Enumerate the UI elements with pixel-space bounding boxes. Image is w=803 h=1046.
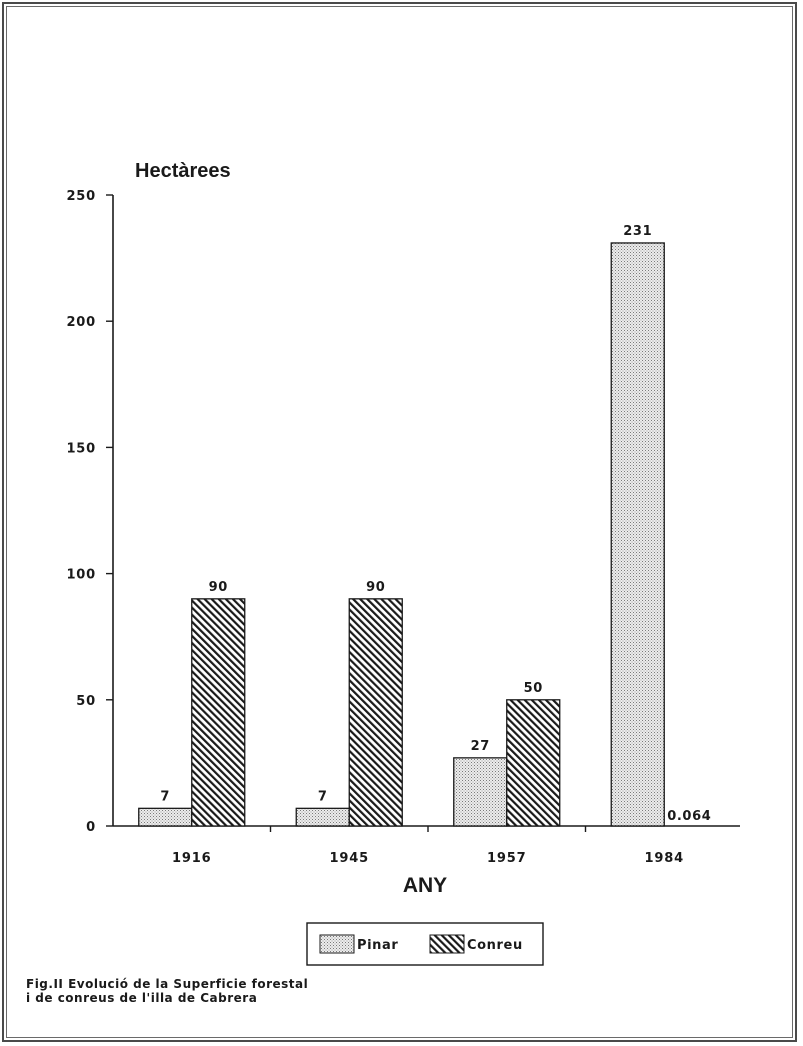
x-tick-label: 1945 — [330, 851, 369, 866]
x-axis-label: ANY — [403, 874, 447, 897]
data-label-conreu-1957: 50 — [524, 681, 543, 696]
data-label-conreu-1984: 0.064 — [667, 809, 711, 824]
legend: Pinar Conreu — [306, 922, 544, 966]
data-label-conreu-1945: 90 — [366, 580, 385, 595]
caption-line-2: i de conreus de l'illa de Cabrera — [26, 991, 258, 1005]
caption-line-1: Fig.II Evolució de la Superficie foresta… — [26, 977, 309, 991]
bar-pinar-1916 — [138, 807, 193, 827]
y-tick-label: 250 — [66, 189, 96, 204]
data-label-pinar-1945: 7 — [318, 789, 328, 804]
legend-swatch-conreu — [429, 934, 465, 954]
legend-label-conreu: Conreu — [467, 938, 523, 953]
y-axis-label: Hectàrees — [135, 160, 231, 182]
figure-caption: Fig.II Evolució de la Superficie foresta… — [26, 977, 308, 1005]
bar-pinar-1984 — [610, 242, 665, 827]
data-label-pinar-1984: 231 — [623, 224, 652, 239]
data-label-pinar-1916: 7 — [160, 789, 170, 804]
y-tick-label: 50 — [76, 694, 96, 709]
legend-box — [306, 922, 544, 966]
legend-label-pinar: Pinar — [357, 938, 398, 953]
y-tick-label: 150 — [66, 441, 96, 456]
bar-pinar-1957 — [453, 757, 508, 827]
y-tick-label: 100 — [66, 568, 96, 583]
y-tick-label: 0 — [86, 820, 96, 835]
bar-conreu-1916 — [191, 598, 246, 827]
data-label-conreu-1916: 90 — [209, 580, 228, 595]
bar-pinar-1945 — [295, 807, 350, 827]
page-frame-inner — [6, 6, 793, 1038]
x-tick-label: 1984 — [645, 851, 684, 866]
data-label-pinar-1957: 27 — [471, 739, 490, 754]
y-tick-label: 200 — [66, 315, 96, 330]
bar-conreu-1957 — [506, 699, 561, 827]
x-tick-label: 1916 — [172, 851, 211, 866]
legend-swatch-pinar — [319, 934, 355, 954]
bar-conreu-1945 — [348, 598, 403, 827]
x-tick-label: 1957 — [487, 851, 526, 866]
